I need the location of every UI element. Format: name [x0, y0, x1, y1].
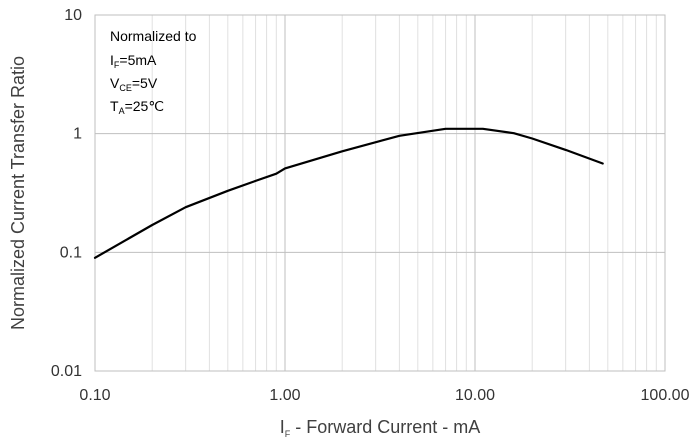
y-tick-labels: 0.01 0.1 1 10 — [51, 7, 82, 380]
data-point — [564, 149, 567, 151]
data-point — [284, 167, 286, 170]
data-point — [601, 162, 604, 165]
annotation-line-2-rest: =5mA — [119, 52, 157, 68]
annotation-line-2: IF=5mA — [110, 52, 157, 70]
x-axis-title: IF - Forward Current - mA — [280, 417, 481, 439]
data-point — [227, 190, 229, 192]
y-axis-title: Normalized Current Transfer Ratio — [8, 56, 28, 330]
annotation-line-4-main: T — [110, 98, 119, 114]
data-point — [482, 127, 484, 130]
major-grid — [94, 14, 666, 372]
annotation-line-3-sub: CE — [119, 83, 132, 93]
annotation-line-2-main: I — [110, 52, 114, 68]
x-tick-label: 0.10 — [79, 387, 110, 404]
minor-grid — [151, 15, 657, 371]
data-point — [341, 150, 343, 153]
annotation-line-1: Normalized to — [110, 28, 197, 44]
annotation-line-3-rest: =5V — [132, 75, 158, 91]
x-axis-title-rest: - Forward Current - mA — [290, 417, 480, 437]
data-point — [398, 134, 401, 137]
y-tick-label: 10 — [64, 7, 82, 24]
data-point — [275, 172, 278, 175]
data-point — [512, 132, 515, 134]
x-axis-title-main: I — [280, 417, 285, 437]
x-tick-labels: 0.10 1.00 10.00 100.00 — [79, 387, 689, 404]
x-tick-label: 100.00 — [641, 387, 690, 404]
annotation-line-4: TA=25℃ — [110, 98, 164, 116]
annotation-line-3-main: V — [110, 75, 120, 91]
y-tick-label: 1 — [73, 126, 82, 143]
data-point — [94, 256, 96, 259]
x-tick-label: 10.00 — [455, 387, 495, 404]
x-axis-title-sub: F — [285, 429, 291, 439]
data-point — [444, 127, 447, 130]
annotation-line-3: VCE=5V — [110, 75, 158, 93]
annotation-line-4-sub: A — [119, 106, 125, 116]
y-tick-label: 0.1 — [60, 244, 82, 261]
data-point — [184, 206, 187, 209]
data-point — [531, 137, 533, 140]
series-layer — [93, 127, 604, 259]
x-tick-label: 1.00 — [269, 387, 300, 404]
data-point — [254, 180, 257, 182]
annotation-line-4-rest: =25℃ — [125, 98, 164, 114]
y-tick-label: 0.01 — [51, 363, 82, 380]
annotation-line-2-sub: F — [114, 60, 120, 70]
plot-area-border — [94, 14, 666, 372]
data-point — [151, 224, 153, 226]
series-line — [93, 127, 604, 259]
